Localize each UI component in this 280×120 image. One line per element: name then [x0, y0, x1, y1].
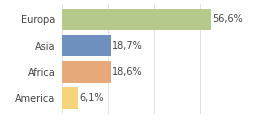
- Text: 6,1%: 6,1%: [79, 93, 104, 103]
- Bar: [62, 35, 111, 56]
- Bar: [62, 87, 78, 109]
- Text: 18,6%: 18,6%: [112, 67, 143, 77]
- Text: 56,6%: 56,6%: [212, 14, 243, 24]
- Bar: [62, 9, 211, 30]
- Text: 18,7%: 18,7%: [112, 41, 143, 51]
- Bar: [62, 61, 111, 83]
